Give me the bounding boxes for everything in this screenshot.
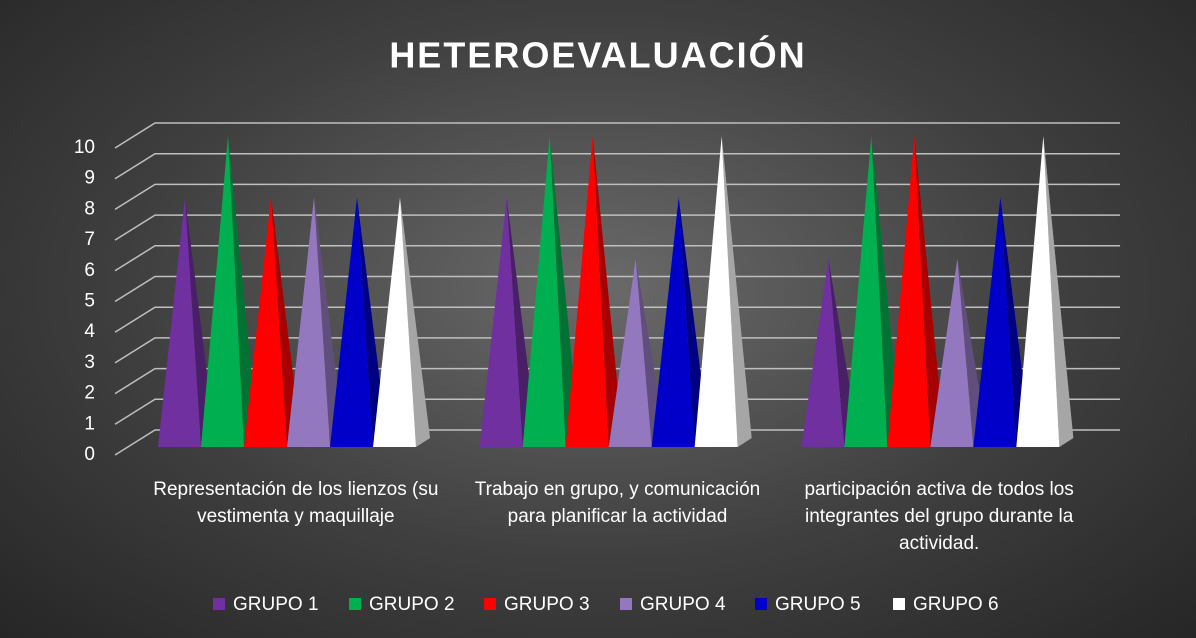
y-tick-label: 5 bbox=[84, 291, 95, 312]
legend-label: GRUPO 1 bbox=[233, 594, 319, 615]
pyramid bbox=[844, 136, 902, 447]
y-tick-label: 1 bbox=[84, 413, 95, 434]
pyramid-side bbox=[271, 197, 301, 447]
pyramid bbox=[201, 136, 258, 447]
pyramid bbox=[244, 197, 301, 447]
pyramid-shade bbox=[357, 197, 387, 447]
pyramid-front bbox=[158, 197, 201, 447]
pyramid-shade bbox=[228, 136, 258, 447]
pyramid-front bbox=[522, 136, 566, 447]
pyramid-front bbox=[930, 258, 974, 447]
x-tick-label: Representación de los lienzos (su vestim… bbox=[153, 479, 439, 527]
y-tick-label: 8 bbox=[84, 198, 95, 219]
pyramid-side bbox=[871, 136, 902, 447]
pyramid-side bbox=[914, 136, 945, 447]
legend-swatch bbox=[484, 598, 496, 610]
pyramid-shade bbox=[914, 136, 945, 447]
y-tick-label: 9 bbox=[84, 168, 95, 189]
pyramid bbox=[287, 197, 344, 447]
legend-label: GRUPO 4 bbox=[640, 594, 726, 615]
pyramid-front bbox=[565, 136, 609, 447]
legend-label: GRUPO 6 bbox=[913, 594, 999, 615]
legend-swatch bbox=[755, 598, 767, 610]
grid-line bbox=[114, 306, 1120, 333]
pyramid-shade bbox=[314, 197, 344, 447]
pyramid bbox=[373, 197, 430, 447]
grid-line bbox=[114, 275, 1120, 303]
pyramid-shade bbox=[871, 136, 902, 447]
grid-line bbox=[114, 398, 1120, 425]
y-tick-label: 2 bbox=[84, 383, 95, 404]
y-tick-label: 3 bbox=[84, 352, 95, 373]
pyramid-side bbox=[592, 136, 623, 447]
pyramid-shade bbox=[271, 197, 301, 447]
pyramid bbox=[330, 197, 387, 447]
legend-swatch bbox=[213, 598, 225, 610]
pyramid-shade bbox=[1043, 136, 1074, 447]
pyramid-side bbox=[314, 197, 344, 447]
pyramid-front bbox=[479, 197, 523, 447]
pyramid-shade bbox=[721, 136, 752, 447]
grid-line bbox=[114, 337, 1120, 364]
pyramid-front bbox=[651, 197, 695, 447]
pyramid-shade bbox=[592, 136, 623, 447]
pyramid-side bbox=[1043, 136, 1074, 447]
pyramid-front bbox=[287, 197, 330, 447]
pyramid-front bbox=[1016, 136, 1060, 447]
x-tick-label: participación activa de todos los integr… bbox=[804, 479, 1074, 554]
pyramid-front bbox=[330, 197, 373, 447]
pyramid bbox=[565, 136, 623, 447]
legend-label: GRUPO 2 bbox=[369, 594, 455, 615]
chart-title: HETEROEVALUACIÓN bbox=[389, 34, 806, 76]
pyramid-side bbox=[400, 197, 430, 447]
grid-line bbox=[114, 245, 1120, 272]
pyramid bbox=[887, 136, 945, 447]
pyramid-front bbox=[887, 136, 931, 447]
pyramid-shade bbox=[549, 136, 580, 447]
y-tick-label: 7 bbox=[84, 229, 95, 250]
legend-swatch bbox=[349, 598, 361, 610]
pyramid-front bbox=[973, 197, 1017, 447]
pyramid-front bbox=[608, 258, 652, 447]
pyramid-front bbox=[244, 197, 287, 447]
pyramid-front bbox=[844, 136, 888, 447]
x-tick-label: Trabajo en grupo, y comunicación para pl… bbox=[474, 479, 761, 527]
legend-swatch bbox=[893, 598, 905, 610]
pyramid bbox=[694, 136, 752, 447]
grid-line bbox=[114, 152, 1120, 180]
pyramid-side bbox=[549, 136, 580, 447]
pyramid-front bbox=[373, 197, 416, 447]
pyramid bbox=[522, 136, 580, 447]
grid-line bbox=[114, 367, 1120, 395]
legend-label: GRUPO 3 bbox=[504, 594, 590, 615]
pyramid-side bbox=[228, 136, 258, 447]
legend-label: GRUPO 5 bbox=[775, 594, 861, 615]
grid-line bbox=[114, 183, 1120, 211]
y-tick-label: 0 bbox=[84, 444, 95, 465]
pyramid-front bbox=[801, 258, 845, 447]
pyramid-front bbox=[694, 136, 738, 447]
grid-line bbox=[114, 214, 1120, 241]
pyramid bbox=[1016, 136, 1074, 447]
y-tick-label: 4 bbox=[84, 321, 95, 342]
legend-swatch bbox=[620, 598, 632, 610]
y-tick-label: 6 bbox=[84, 260, 95, 281]
grid-line bbox=[114, 122, 1120, 149]
pyramid-side bbox=[721, 136, 752, 447]
pyramid-front bbox=[201, 136, 244, 447]
pyramid-shade bbox=[400, 197, 430, 447]
y-tick-label: 10 bbox=[74, 137, 95, 158]
grid-line bbox=[114, 429, 1120, 456]
pyramid-side bbox=[357, 197, 387, 447]
